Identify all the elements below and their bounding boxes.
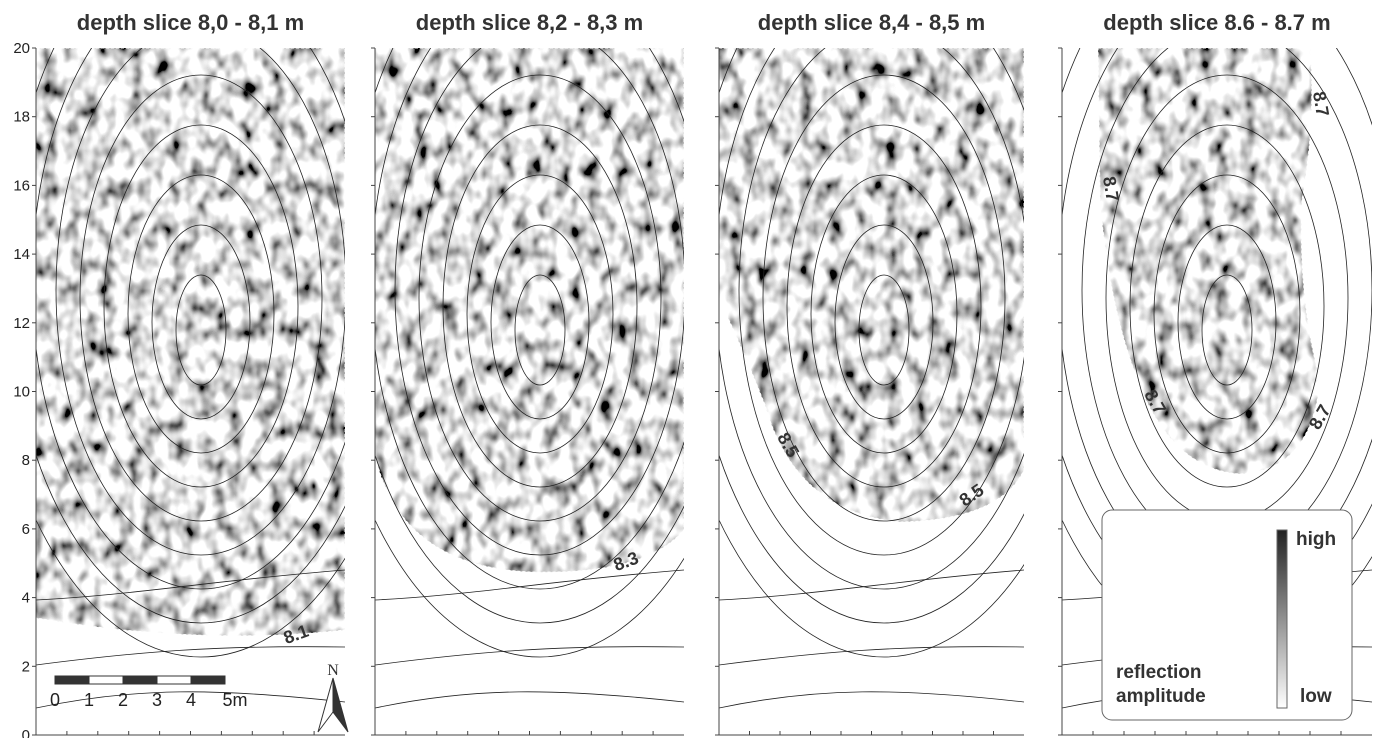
legend-bar (1277, 530, 1287, 708)
scale-label: 2 (118, 690, 128, 710)
y-tick-label: 20 (13, 40, 30, 57)
north-arrow (318, 678, 333, 732)
legend-title: amplitude (1116, 686, 1206, 707)
scale-segment (191, 676, 225, 684)
contour-line (375, 647, 684, 665)
scale-segment (157, 676, 191, 684)
legend-high: high (1296, 529, 1336, 550)
figure: depth slice 8,0 - 8,1 m02468101214161820… (0, 0, 1378, 738)
panel-title: depth slice 8,4 - 8,5 m (758, 10, 985, 35)
contour-label: 8.7 (1099, 175, 1123, 203)
scale-label: 3 (152, 690, 162, 710)
panel-title: depth slice 8.6 - 8.7 m (1103, 10, 1330, 35)
y-tick-label: 16 (13, 177, 30, 194)
y-tick-label: 4 (22, 590, 30, 607)
scale-label: 4 (186, 690, 196, 710)
contour-line (375, 692, 684, 708)
contour-line (719, 570, 1024, 600)
contour-line (375, 570, 684, 600)
contour-line (719, 647, 1024, 665)
panel-title: depth slice 8,0 - 8,1 m (77, 10, 304, 35)
scale-label: 5m (222, 690, 247, 710)
scale-segment (55, 676, 89, 684)
y-tick-label: 14 (13, 246, 30, 263)
panel-title: depth slice 8,2 - 8,3 m (416, 10, 643, 35)
amplitude-image (375, 48, 684, 735)
contour-line (36, 647, 345, 665)
north-label: N (327, 662, 339, 679)
y-tick-label: 12 (13, 315, 30, 332)
y-tick-label: 0 (22, 727, 30, 738)
scale-label: 1 (84, 690, 94, 710)
scale-label: 0 (50, 690, 60, 710)
y-tick-label: 6 (22, 521, 30, 538)
legend-low: low (1300, 686, 1332, 707)
y-tick-label: 2 (22, 658, 30, 675)
y-tick-label: 18 (13, 109, 30, 126)
y-tick-label: 10 (13, 384, 30, 401)
y-tick-label: 8 (22, 452, 30, 469)
legend-title: reflection (1116, 662, 1202, 683)
contour-line (719, 692, 1024, 708)
contour-label: 8.7 (1309, 90, 1333, 118)
amplitude-image (719, 48, 1024, 735)
north-arrow-dark (333, 678, 348, 732)
scale-segment (89, 676, 123, 684)
scale-segment (123, 676, 157, 684)
